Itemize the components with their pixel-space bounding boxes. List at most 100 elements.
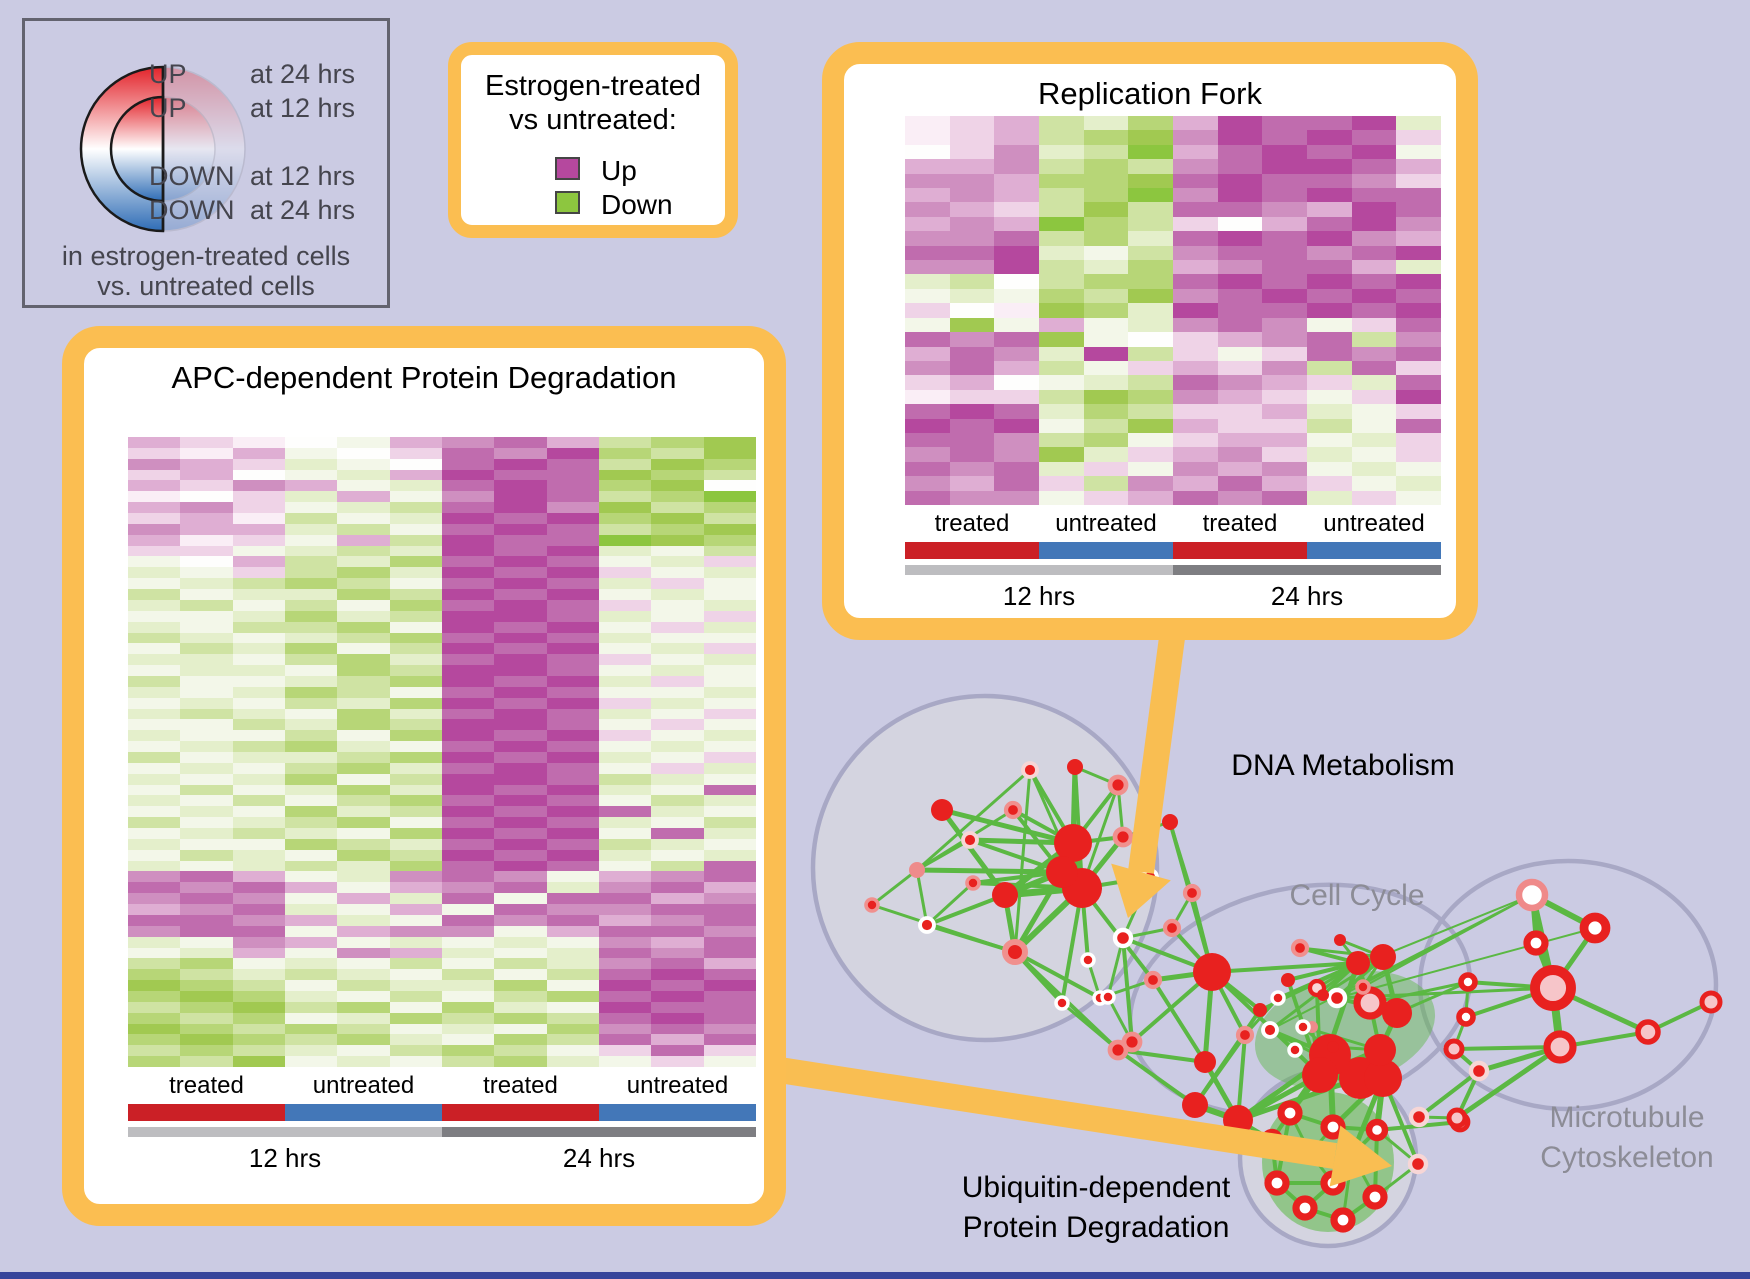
network-node	[1407, 1153, 1429, 1175]
panel-title: Replication Fork	[1038, 76, 1262, 111]
heatmap-cell	[441, 741, 495, 752]
heatmap-cell	[494, 1045, 547, 1057]
heatmap-cell	[232, 686, 285, 698]
heatmap-cell	[128, 1045, 181, 1057]
heatmap-cell	[905, 260, 950, 275]
heatmap-cell	[905, 490, 950, 505]
heatmap-cell	[232, 708, 285, 720]
heatmap-cell	[128, 860, 181, 872]
heatmap-cell	[1262, 303, 1307, 318]
heatmap-cell	[180, 849, 233, 861]
heatmap-cell	[651, 621, 704, 633]
heatmap-cell	[232, 675, 285, 687]
heatmap-cell	[284, 762, 338, 774]
heatmap-cell	[651, 773, 704, 785]
heatmap-cell	[651, 860, 704, 872]
heatmap-cell	[494, 958, 547, 970]
heatmap-cell	[994, 447, 1039, 462]
heatmap-cell	[441, 980, 495, 991]
network-node	[1112, 826, 1134, 848]
heatmap-cell	[703, 578, 756, 590]
heatmap-cell	[1396, 144, 1441, 160]
heatmap-cell	[128, 806, 181, 818]
heatmap-cell	[905, 216, 950, 232]
heatmap-cell	[232, 643, 285, 655]
heatmap-cell	[598, 447, 652, 459]
heatmap-cell	[994, 303, 1039, 318]
heatmap-cell	[1173, 231, 1218, 246]
network-edge	[1014, 950, 1101, 1000]
heatmap-cell	[651, 914, 704, 926]
heatmap-cell	[232, 925, 285, 937]
heatmap-cell	[546, 1001, 599, 1013]
heatmap-cell	[337, 632, 390, 644]
heatmap-cell	[441, 958, 495, 970]
heatmap-cell	[389, 936, 442, 948]
heatmap-cell	[598, 925, 652, 937]
color-legend-title-line1: Estrogen-treated	[484, 70, 701, 102]
heatmap-cell	[598, 556, 652, 568]
heatmap-cell	[1262, 346, 1307, 361]
heatmap-cell	[232, 719, 285, 731]
heatmap-cell	[651, 784, 704, 796]
heatmap-cell	[389, 838, 442, 850]
heatmap-cell	[284, 665, 338, 676]
heatmap-cell	[703, 469, 756, 481]
heatmap-cell	[284, 480, 338, 492]
heatmap-cell	[1173, 130, 1218, 145]
heatmap-cell	[1307, 245, 1352, 261]
heatmap-cell	[651, 610, 704, 622]
heatmap-cell	[337, 893, 390, 905]
heatmap-cell	[703, 741, 756, 752]
heatmap-cell	[128, 1012, 181, 1024]
heatmap-cell	[703, 621, 756, 633]
heatmap-cell	[546, 969, 599, 981]
heatmap-cell	[598, 534, 652, 546]
treatment-bar-segment	[1039, 542, 1173, 559]
heatmap-cell	[389, 458, 442, 470]
heatmap-cell	[703, 925, 756, 937]
heatmap-cell	[284, 752, 338, 763]
heatmap-cell	[337, 578, 390, 590]
heatmap-cell	[180, 589, 233, 600]
heatmap-cell	[1039, 173, 1084, 189]
heatmap-cell	[1351, 288, 1397, 304]
heatmap-cell	[284, 523, 338, 535]
heatmap-cell	[1039, 288, 1084, 304]
heatmap-cell	[651, 469, 704, 481]
heatmap-cell	[284, 914, 338, 926]
heatmap-cell	[232, 447, 285, 459]
heatmap-cell	[546, 599, 599, 611]
heatmap-cell	[180, 936, 233, 948]
heatmap-cell	[128, 610, 181, 622]
heatmap-cell	[546, 556, 599, 568]
heatmap-cell	[598, 632, 652, 644]
heatmap-cell	[1039, 303, 1084, 318]
heatmap-cell	[703, 1012, 756, 1024]
heatmap-cell	[337, 914, 390, 926]
heatmap-cell	[232, 882, 285, 894]
heatmap-cell	[1262, 274, 1307, 289]
heatmap-cell	[905, 116, 950, 131]
heatmap-cell	[1083, 303, 1129, 318]
heatmap-cell	[651, 828, 704, 839]
heatmap-cell	[651, 936, 704, 948]
heatmap-cell	[703, 567, 756, 579]
network-node	[1193, 953, 1231, 991]
heatmap-cell	[232, 1045, 285, 1057]
heatmap-cell	[389, 578, 442, 590]
network-node	[1287, 1042, 1303, 1058]
heatmap-cell	[994, 130, 1039, 145]
heatmap-cell	[1262, 461, 1307, 477]
heatmap-cell	[994, 288, 1039, 304]
heatmap-cell	[389, 654, 442, 666]
heatmap-cell	[703, 523, 756, 535]
heatmap-cell	[284, 589, 338, 600]
heatmap-cell	[180, 914, 233, 926]
heatmap-cell	[994, 375, 1039, 390]
heatmap-cell	[546, 914, 599, 926]
heatmap-cell	[598, 1012, 652, 1024]
heatmap-cell	[128, 523, 181, 535]
heatmap-cell	[546, 632, 599, 644]
heatmap-cell	[232, 958, 285, 970]
